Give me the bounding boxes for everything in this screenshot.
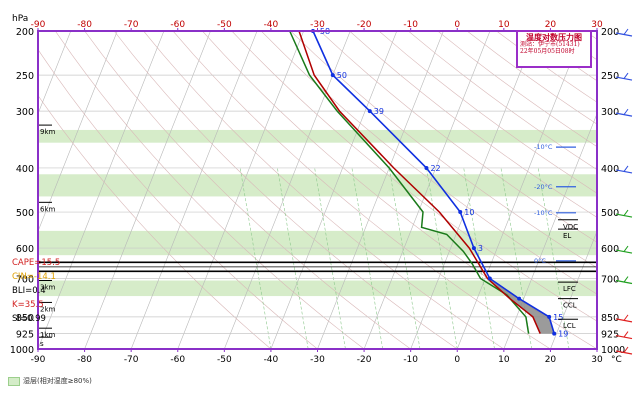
x-tick-label-top: 0 [454, 20, 460, 30]
stability-indices: CAPE=15.5 CIN=-14.1 BLI=0.4 K=35.5 SI=0.… [12, 256, 60, 326]
cin-index: CIN=-14.1 [12, 270, 60, 284]
bli-index: BLI=0.4 [12, 284, 60, 298]
pressure-label-left: 500 [16, 208, 34, 219]
level-label: VDC [563, 223, 578, 231]
x-tick-label-bottom: 30 [591, 355, 603, 365]
height-label: 1km [40, 331, 56, 339]
x-tick-label-bottom: 0 [454, 355, 460, 365]
cape-index: CAPE=15.5 [12, 256, 60, 270]
x-tick-label-bottom: -80 [77, 355, 92, 365]
datetime-label: 22年05月05日08时 [520, 49, 588, 56]
state-point [488, 277, 492, 281]
si-index: SI=0.99 [12, 312, 60, 326]
height-label: 6km [40, 205, 56, 213]
level-label: LCL [563, 322, 576, 330]
state-point [547, 315, 551, 319]
humid-layer-swatch [8, 377, 20, 386]
x-tick-label-top: -30 [310, 20, 325, 30]
x-tick-label-bottom: -40 [264, 355, 279, 365]
x-tick-label-bottom: -70 [124, 355, 139, 365]
x-tick-label-bottom: 20 [545, 355, 557, 365]
x-tick-label-top: -50 [217, 20, 232, 30]
pressure-label-left: 600 [16, 244, 34, 255]
height-label: 9km [40, 128, 56, 136]
level-label: -10°C [534, 143, 553, 151]
pressure-label-left: 400 [16, 164, 34, 175]
level-label: EL [563, 232, 571, 240]
x-tick-label-bottom: -10 [403, 355, 418, 365]
state-point [552, 332, 556, 336]
state-point-label: 39 [374, 107, 384, 116]
title-box: 温度对数压力图 测站：伊宁市(51431) 22年05月05日08时 [516, 30, 592, 68]
pressure-label-right: 1000 [601, 345, 625, 356]
state-point-label: 3 [478, 244, 483, 253]
x-tick-label-bottom: -50 [217, 355, 232, 365]
wind-barb [624, 246, 628, 252]
y-axis-label: hPa [12, 14, 28, 24]
state-point-label: 50 [337, 71, 347, 80]
state-point-label: 15 [553, 313, 563, 322]
state-point [458, 210, 462, 214]
level-label: -20°C [534, 183, 553, 191]
x-tick-label-bottom: -20 [357, 355, 372, 365]
wind-barb [624, 277, 628, 283]
x-tick-label-top: -60 [170, 20, 185, 30]
wind-barb [624, 315, 628, 321]
legend: 湿层(相对湿度≥80%) [8, 376, 92, 386]
x-tick-label-bottom: 10 [498, 355, 510, 365]
x-tick-label-top: 10 [498, 20, 510, 30]
x-tick-label-top: -20 [357, 20, 372, 30]
pressure-label-left: 250 [16, 71, 34, 82]
state-point [424, 166, 428, 170]
state-point-label: 10 [464, 208, 474, 217]
x-tick-label-bottom: -60 [170, 355, 185, 365]
pressure-label-left: 200 [16, 27, 34, 38]
state-point [472, 246, 476, 250]
legend-label: 湿层(相对湿度≥80%) [23, 376, 92, 386]
state-point-label: 19 [558, 330, 568, 339]
x-tick-label-top: -80 [77, 20, 92, 30]
wind-barb [624, 73, 628, 79]
x-tick-label-top: -10 [403, 20, 418, 30]
wind-barb [624, 166, 628, 172]
x-tick-label-top: 20 [545, 20, 557, 30]
wind-barb [624, 210, 628, 216]
level-label: LFC [563, 285, 576, 293]
wind-barb [624, 332, 628, 338]
pressure-label-left: 300 [16, 107, 34, 118]
state-point [517, 297, 521, 301]
level-label: 0°C [534, 257, 546, 265]
x-tick-label-top: -40 [264, 20, 279, 30]
level-label: CCL [563, 302, 577, 310]
height-label: s [40, 340, 44, 348]
state-point [368, 109, 372, 113]
k-index: K=35.5 [12, 298, 60, 312]
pressure-label-left: 925 [16, 330, 34, 341]
level-label: -10°C [534, 209, 553, 217]
wind-barb [624, 29, 628, 35]
humid-layer [38, 231, 597, 255]
state-point-label: 22 [430, 164, 440, 173]
x-tick-label-top: -70 [124, 20, 139, 30]
x-tick-label-bottom: -90 [31, 355, 46, 365]
state-point [331, 73, 335, 77]
wind-barb [624, 109, 628, 115]
x-unit-label: °C [611, 355, 622, 365]
pressure-label-left: 1000 [10, 345, 34, 356]
x-tick-label-bottom: -30 [310, 355, 325, 365]
